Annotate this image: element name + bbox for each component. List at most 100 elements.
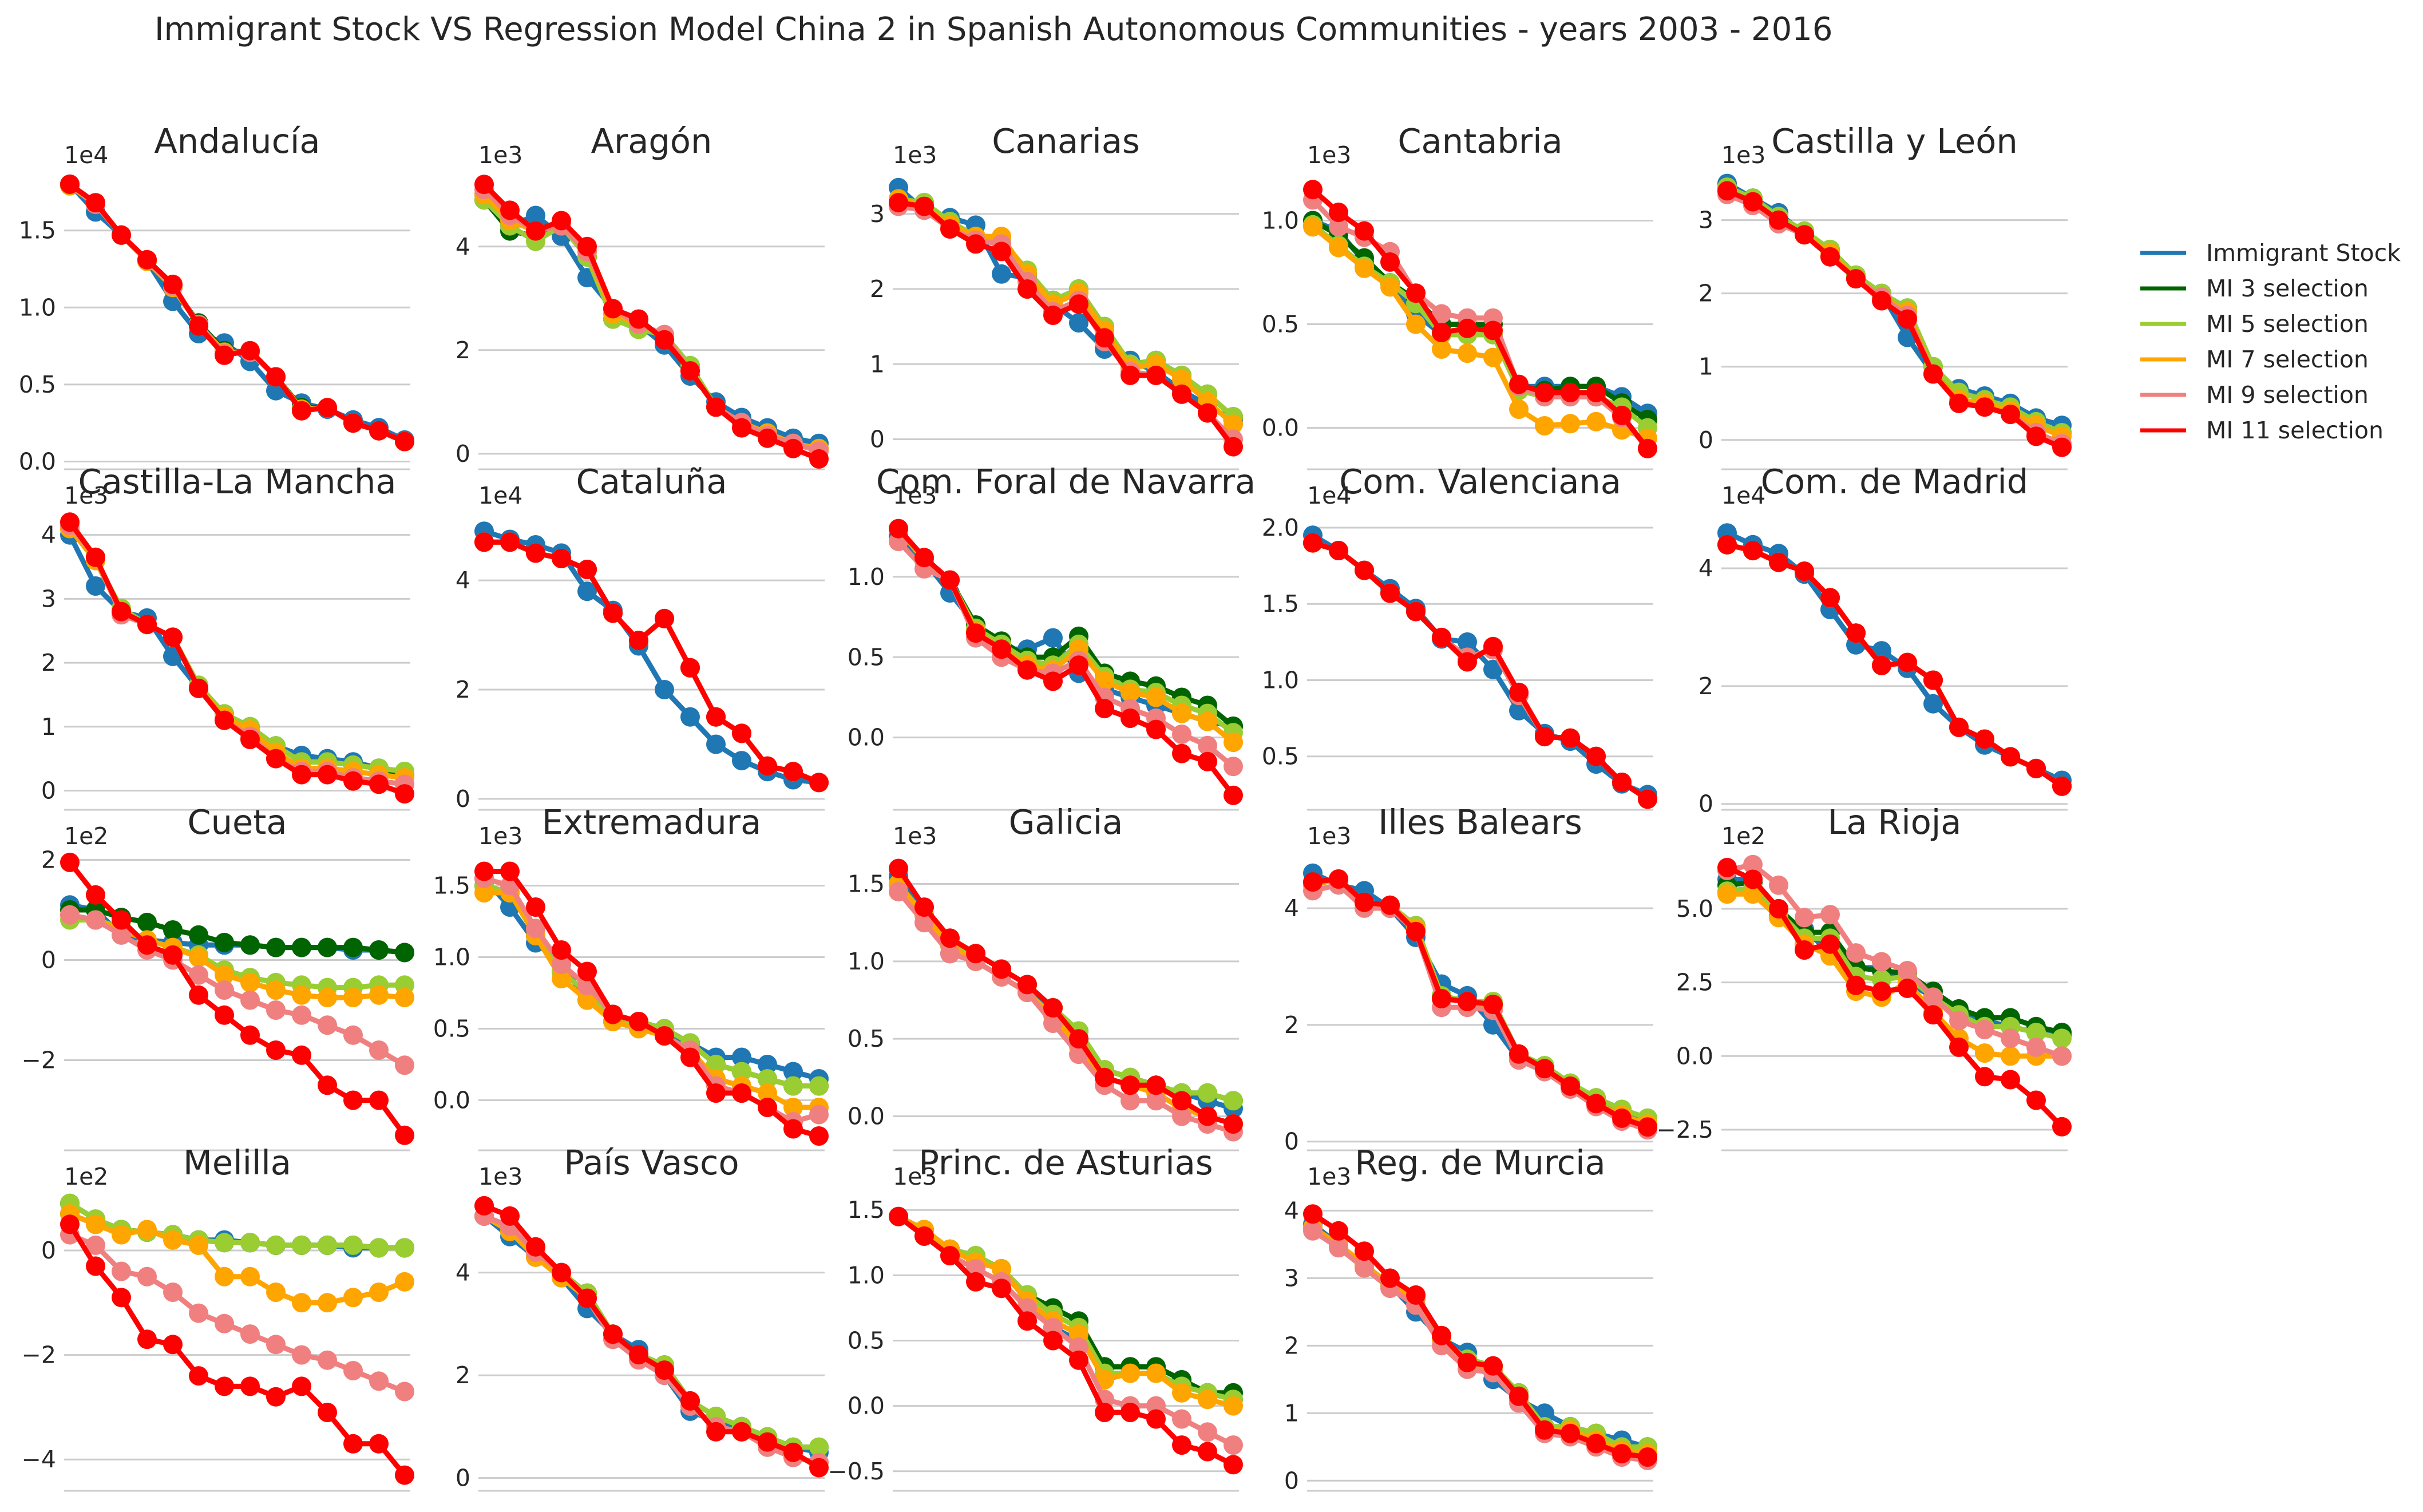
data-point (1586, 1094, 1606, 1114)
data-point (369, 1040, 389, 1060)
data-point (1458, 343, 1477, 363)
axis-multiplier: 1e4 (478, 482, 522, 509)
data-point (526, 919, 545, 939)
series-line (483, 528, 819, 785)
series-line (67, 533, 405, 774)
data-point (655, 1360, 674, 1380)
data-point (1146, 1075, 1166, 1095)
y-tick-label: 2 (41, 846, 56, 874)
data-point (240, 1025, 260, 1045)
data-point (86, 885, 105, 905)
data-point (1509, 1044, 1529, 1064)
data-point (783, 762, 803, 782)
data-point (1975, 1020, 1994, 1039)
data-point (552, 940, 571, 960)
y-tick-label: 0.5 (848, 643, 885, 671)
series-mi-9-selection (60, 905, 414, 1075)
axis-multiplier: 1e2 (64, 822, 108, 850)
data-point (86, 1235, 105, 1255)
data-point (1224, 757, 1243, 777)
y-tick-label: 2 (41, 649, 56, 676)
data-point (680, 361, 700, 381)
data-point (137, 1329, 157, 1349)
y-tick-label: 3 (41, 585, 56, 612)
series-line (484, 539, 820, 785)
y-tick-label: 0 (41, 1237, 56, 1264)
data-point (1923, 364, 1943, 384)
data-point (189, 678, 208, 698)
data-point (2052, 776, 2072, 796)
data-point (783, 1076, 803, 1096)
data-point (552, 955, 571, 974)
data-point (992, 639, 1011, 659)
data-point (240, 990, 260, 1010)
series-line (68, 527, 405, 774)
series-mi-3-selection (889, 874, 1243, 1111)
y-tick-label: 0.0 (1262, 414, 1299, 442)
y-tick-label: 5.0 (1676, 895, 1713, 923)
data-point (474, 1196, 494, 1216)
series-mi-3-selection (889, 1206, 1243, 1403)
data-point (1743, 192, 1763, 212)
data-point (500, 532, 520, 552)
series-mi-9-selection (60, 1225, 414, 1402)
data-point (914, 196, 934, 216)
data-point (1329, 238, 1348, 258)
legend-entry-mi-11-selection: MI 11 selection (2140, 417, 2384, 444)
series-mi-3-selection (60, 518, 414, 785)
data-point (318, 1075, 337, 1095)
data-point (1923, 987, 1943, 1007)
y-tick-label: −2 (22, 1047, 56, 1074)
data-point (1898, 309, 1917, 329)
data-point (1612, 405, 1632, 425)
data-point (1612, 1444, 1632, 1464)
data-point (732, 418, 751, 438)
data-point (1121, 1091, 1140, 1111)
data-point (60, 905, 80, 925)
series-line (484, 539, 820, 785)
data-point (86, 576, 105, 596)
data-point (1432, 627, 1451, 647)
data-point (1017, 1311, 1037, 1331)
data-point (266, 937, 286, 957)
data-point (318, 1235, 337, 1255)
data-point (215, 1376, 234, 1396)
data-point (189, 316, 208, 336)
subplot-title: Reg. de Murcia (1355, 1143, 1605, 1182)
data-point (1329, 217, 1348, 237)
subplot-title: Castilla y León (1771, 121, 2018, 161)
y-tick-label: 2 (456, 676, 470, 703)
data-point (1303, 872, 1323, 892)
series-mi-11-selection (1717, 181, 2072, 457)
data-point (86, 910, 105, 930)
data-point (1043, 998, 1063, 1018)
data-point (1303, 1221, 1323, 1241)
axis-multiplier: 1e3 (893, 1163, 937, 1190)
data-point (2052, 1117, 2072, 1137)
data-point (889, 882, 908, 902)
data-point (343, 1090, 363, 1110)
subplot-title: País Vasco (564, 1143, 739, 1182)
y-tick-label: 2 (870, 275, 885, 303)
data-point (1975, 1043, 1994, 1063)
data-point (1146, 1409, 1166, 1429)
data-point (369, 774, 389, 794)
data-point (1535, 1420, 1554, 1440)
y-tick-label: 0.5 (19, 371, 56, 398)
data-point (1355, 1258, 1374, 1278)
series-mi-7-selection (474, 532, 829, 793)
data-point (60, 174, 80, 194)
series-mi-5-selection (60, 1193, 414, 1258)
data-point (1846, 269, 1866, 289)
data-point (1198, 403, 1217, 423)
data-point (395, 784, 414, 804)
legend: Immigrant Stock MI 3 selection MI 5 select… (2140, 239, 2401, 444)
data-point (2001, 405, 2020, 424)
data-point (266, 1283, 286, 1302)
data-point (318, 988, 337, 1008)
data-point (1224, 785, 1243, 805)
data-point (86, 193, 105, 213)
data-point (1743, 884, 1763, 904)
